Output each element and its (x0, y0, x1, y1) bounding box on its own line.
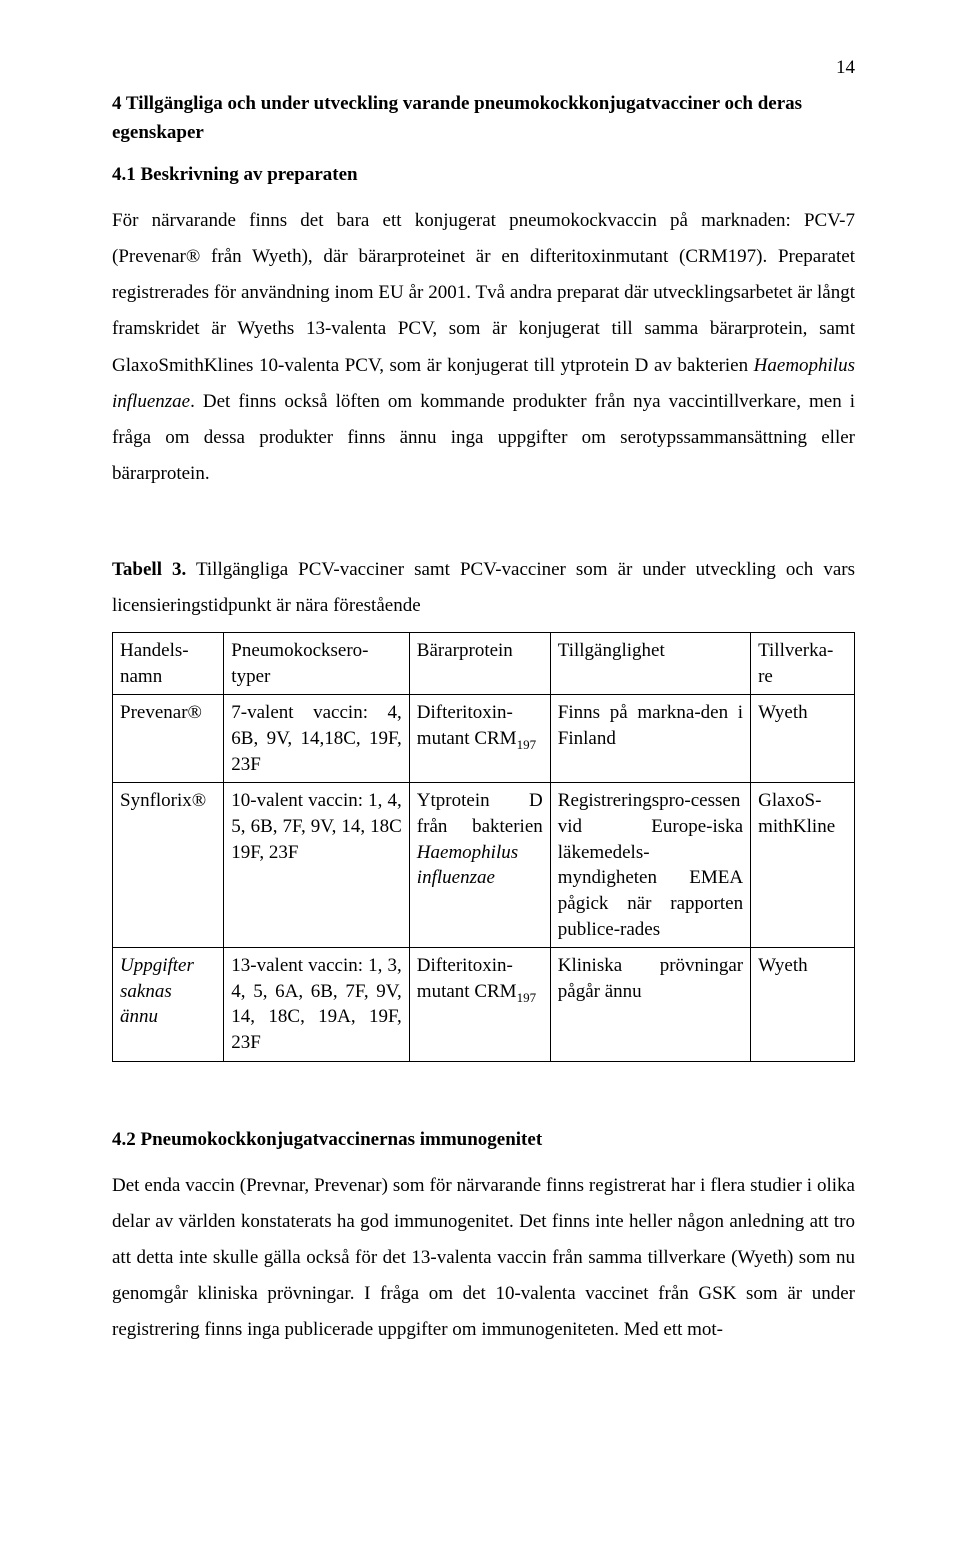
cell-sero-2: 10-valent vaccin: 1, 4, 5, 6B, 7F, 9V, 1… (224, 783, 410, 948)
paragraph-1-part-b: . Det finns också löften om kommande pro… (112, 391, 855, 484)
page-number: 14 (112, 50, 855, 86)
cell-avail-1: Finns på markna-den i Finland (550, 695, 750, 783)
cell-avail-3: Kliniska prövningar pågår ännu (550, 948, 750, 1062)
subsection-heading-4-1: 4.1 Beskrivning av preparaten (112, 157, 855, 193)
th-handelsnamn: Handels-namn (113, 633, 224, 695)
cell-protein-2-text: Ytprotein D från bakterien (417, 790, 543, 837)
cell-maker-3: Wyeth (751, 948, 855, 1062)
section-heading-4: 4 Tillgängliga och under utveckling vara… (112, 90, 855, 147)
th-tillverkare: Tillverka-re (751, 633, 855, 695)
table-caption-label: Tabell 3. (112, 559, 186, 580)
cell-sero-1: 7-valent vaccin: 4, 6B, 9V, 14,18C, 19F,… (224, 695, 410, 783)
cell-protein-3-text: Difteritoxin-mutant CRM (417, 955, 517, 1002)
cell-name-2: Synflorix® (113, 783, 224, 948)
th-tillganglighet: Tillgänglighet (550, 633, 750, 695)
cell-name-1: Prevenar® (113, 695, 224, 783)
th-bararprotein: Bärarprotein (409, 633, 550, 695)
cell-protein-1-sub: 197 (517, 737, 537, 752)
cell-avail-2: Registreringspro-cessen vid Europe-iska … (550, 783, 750, 948)
vaccine-table: Handels-namn Pneumokocksero-typer Bärarp… (112, 632, 855, 1062)
paragraph-1-part-a: För närvarande finns det bara ett konjug… (112, 210, 855, 375)
cell-protein-2-italic: Haemophilus influenzae (417, 842, 518, 889)
cell-protein-2: Ytprotein D från bakterien Haemophilus i… (409, 783, 550, 948)
table-caption-text: Tillgängliga PCV-vacciner samt PCV-vacci… (112, 559, 855, 616)
table-header-row: Handels-namn Pneumokocksero-typer Bärarp… (113, 633, 855, 695)
cell-maker-1: Wyeth (751, 695, 855, 783)
cell-sero-3: 13-valent vaccin: 1, 3, 4, 5, 6A, 6B, 7F… (224, 948, 410, 1062)
subsection-heading-4-2: 4.2 Pneumokockkonjugatvaccinernas immuno… (112, 1122, 855, 1158)
th-serotyper: Pneumokocksero-typer (224, 633, 410, 695)
cell-protein-1: Difteritoxin-mutant CRM197 (409, 695, 550, 783)
table-row: Synflorix® 10-valent vaccin: 1, 4, 5, 6B… (113, 783, 855, 948)
table-row: Uppgifter saknas ännu 13-valent vaccin: … (113, 948, 855, 1062)
cell-protein-3: Difteritoxin-mutant CRM197 (409, 948, 550, 1062)
cell-protein-3-sub: 197 (517, 990, 537, 1005)
paragraph-2: Det enda vaccin (Prevnar, Prevenar) som … (112, 1168, 855, 1348)
cell-maker-2: GlaxoS-mithKline (751, 783, 855, 948)
table-caption: Tabell 3. Tillgängliga PCV-vacciner samt… (112, 552, 855, 624)
cell-protein-1-text: Difteritoxin-mutant CRM (417, 702, 517, 749)
cell-name-3: Uppgifter saknas ännu (113, 948, 224, 1062)
paragraph-1: För närvarande finns det bara ett konjug… (112, 203, 855, 492)
table-row: Prevenar® 7-valent vaccin: 4, 6B, 9V, 14… (113, 695, 855, 783)
